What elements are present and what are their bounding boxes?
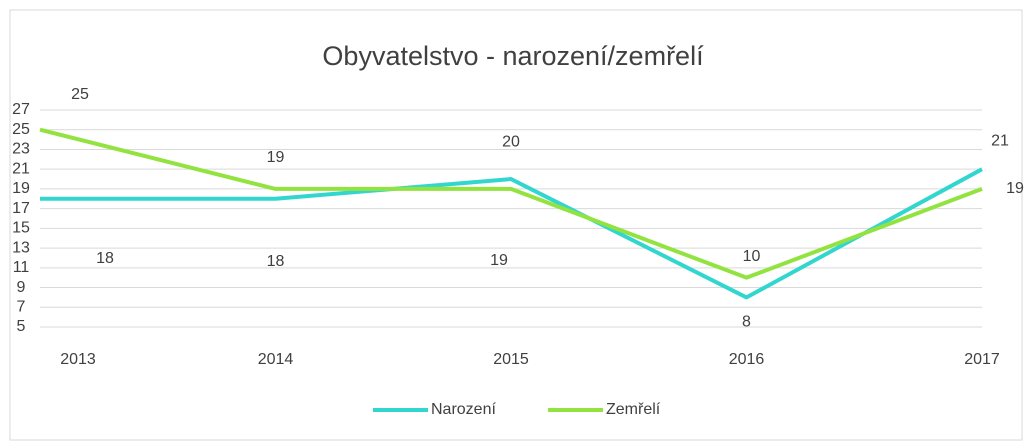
y-tick-label: 7 [17, 298, 26, 315]
y-tick-label: 11 [13, 259, 30, 276]
y-tick-label: 19 [12, 180, 30, 197]
data-label: 18 [96, 250, 114, 267]
legend-label: Narození [431, 401, 496, 418]
data-label: 21 [991, 132, 1009, 149]
y-tick-label: 5 [17, 318, 26, 335]
x-tick-label: 2015 [493, 351, 529, 368]
y-tick-label: 27 [12, 101, 30, 118]
y-tick-label: 17 [12, 200, 30, 217]
x-tick-label: 2014 [258, 351, 294, 368]
legend-label: Zemřelí [606, 401, 661, 418]
data-label: 18 [267, 253, 285, 270]
y-tick-label: 9 [17, 279, 26, 296]
x-tick-label: 2013 [60, 351, 96, 368]
y-tick-label: 15 [12, 220, 30, 237]
data-label: 25 [71, 86, 89, 103]
chart-border [9, 9, 1023, 441]
data-label: 19 [267, 149, 285, 166]
data-label: 10 [743, 248, 761, 265]
y-tick-label: 25 [12, 121, 30, 138]
x-tick-label: 2017 [964, 351, 1000, 368]
y-tick-label: 21 [12, 160, 30, 177]
data-label: 19 [1006, 180, 1024, 197]
x-tick-label: 2016 [729, 351, 765, 368]
series-line [40, 167, 983, 300]
chart-title: Obyvatelstvo - narození/zemřelí [322, 41, 704, 71]
data-label: 19 [490, 252, 508, 269]
data-label: 20 [502, 133, 520, 150]
y-tick-label: 23 [12, 141, 30, 158]
y-tick-label: 13 [12, 239, 30, 256]
data-label: 8 [742, 314, 751, 331]
series-line [39, 127, 983, 280]
